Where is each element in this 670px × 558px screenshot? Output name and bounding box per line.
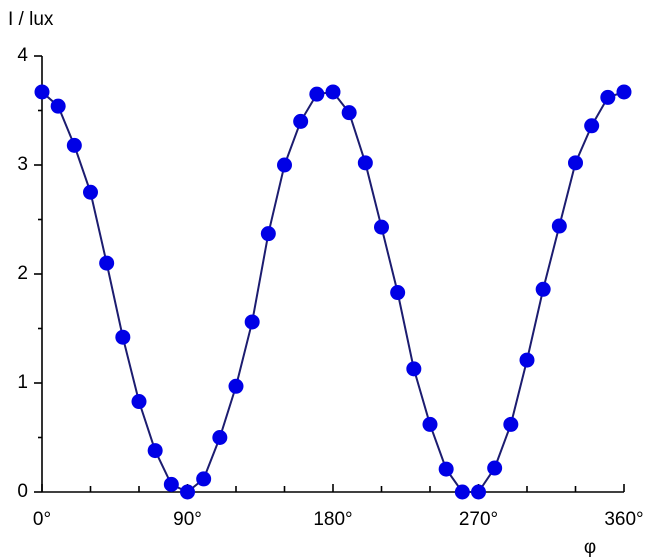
y-tick-label: 0 <box>17 481 28 502</box>
data-point <box>244 314 260 330</box>
data-point <box>503 416 519 432</box>
data-point <box>487 460 503 476</box>
data-point <box>66 137 82 153</box>
x-tick-label: 360° <box>604 509 643 530</box>
y-axis-label: I / lux <box>8 9 54 30</box>
data-point <box>568 155 583 171</box>
data-point <box>115 329 131 345</box>
data-point <box>341 105 357 121</box>
data-point <box>325 84 341 100</box>
data-point <box>180 484 195 500</box>
data-point <box>293 113 309 129</box>
data-point <box>422 416 438 432</box>
y-tick-label: 1 <box>17 372 28 393</box>
data-point <box>616 84 632 100</box>
data-point <box>99 255 115 271</box>
data-point <box>147 443 163 459</box>
x-tick-label: 180° <box>313 509 352 530</box>
data-point <box>390 285 406 301</box>
data-point <box>260 226 276 242</box>
data-point <box>196 471 212 487</box>
data-point <box>471 484 486 500</box>
x-tick-label: 90° <box>173 509 202 530</box>
data-point <box>438 461 454 477</box>
y-tick-label: 4 <box>17 45 28 66</box>
data-point <box>406 361 422 377</box>
data-point <box>535 281 551 297</box>
data-point <box>309 86 325 102</box>
data-point <box>600 89 616 105</box>
data-point <box>551 218 567 234</box>
y-tick-label: 2 <box>17 263 28 284</box>
data-point <box>374 219 389 235</box>
data-point <box>357 155 373 171</box>
data-point <box>163 476 179 492</box>
data-point <box>131 394 147 410</box>
data-point <box>584 118 600 134</box>
data-point <box>212 430 228 445</box>
data-point <box>454 484 470 500</box>
x-tick-label: 0° <box>33 509 51 530</box>
data-point <box>228 378 244 394</box>
data-point <box>277 157 292 173</box>
data-point <box>50 98 66 114</box>
x-axis-label: φ <box>584 537 596 558</box>
x-tick-label: 270° <box>459 509 498 530</box>
data-point <box>519 352 535 368</box>
y-tick-label: 3 <box>17 154 28 175</box>
data-point <box>83 184 98 200</box>
data-point <box>34 84 50 100</box>
